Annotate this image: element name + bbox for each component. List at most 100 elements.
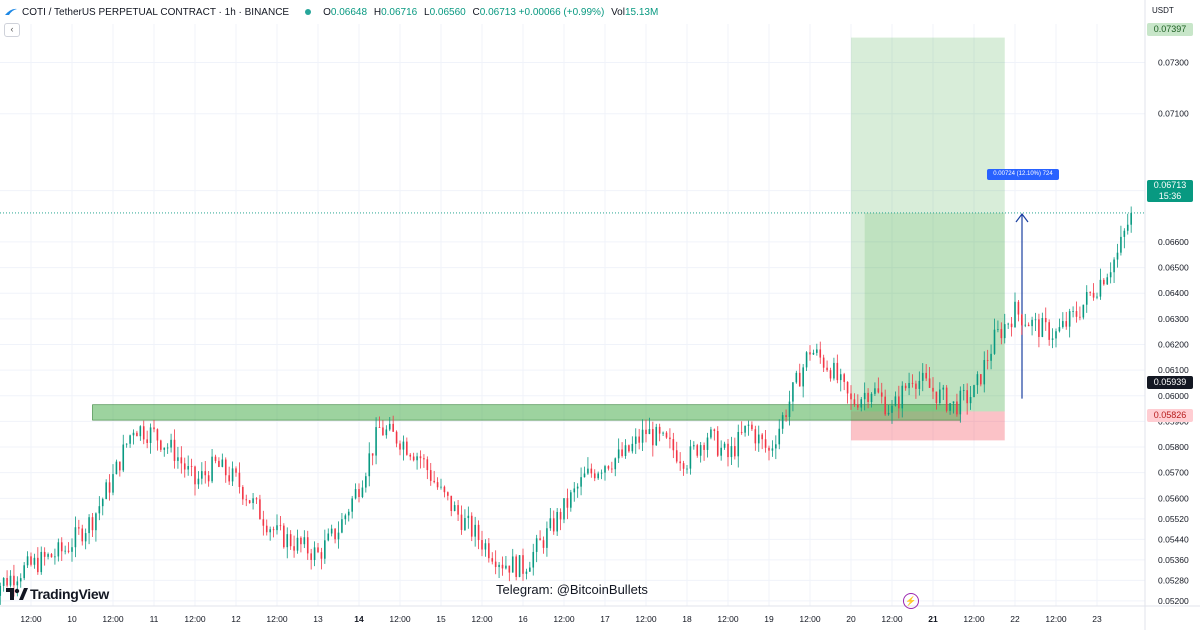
candle-body [652, 429, 654, 446]
candle-body [617, 449, 620, 459]
candle-body [781, 415, 784, 429]
candle-body [689, 446, 692, 469]
candle-body [361, 487, 364, 498]
candle-body [1075, 311, 1078, 317]
candle-body [775, 444, 777, 449]
candle-body [276, 525, 278, 531]
candle-body [385, 429, 388, 436]
candle-body [959, 390, 962, 415]
candle-body [347, 511, 350, 516]
candle-body [1130, 212, 1132, 225]
candle-body [768, 447, 770, 451]
candle-body [467, 515, 470, 519]
lightning-icon[interactable]: ⚡ [903, 593, 919, 609]
candle-body [716, 431, 719, 456]
tradingview-logo[interactable]: TradingView [6, 586, 109, 602]
candle-body [723, 443, 726, 448]
candle-body [552, 518, 555, 532]
measure-label: 0.00724 (12.10%) 724 [987, 169, 1059, 180]
candle-body [1000, 329, 1003, 339]
candle-body [898, 396, 900, 409]
candle-body [952, 401, 955, 404]
candle-body [447, 492, 449, 496]
candle-body [214, 456, 217, 461]
candle-body [23, 565, 25, 579]
candle-body [153, 427, 155, 430]
candle-body [221, 459, 224, 467]
candle-body [231, 468, 234, 482]
candle-body [539, 538, 541, 541]
candle-body [283, 525, 285, 548]
candle-body [6, 578, 8, 586]
currency-label[interactable]: USDT [1152, 6, 1174, 15]
candle-body [672, 439, 675, 451]
candle-body [593, 473, 596, 479]
candle-body [207, 475, 210, 482]
candle-body [757, 434, 760, 444]
low-label: L [424, 6, 430, 18]
candle-body [604, 466, 606, 473]
candle-body [330, 528, 333, 534]
candle-body [101, 499, 104, 507]
candle-body [1051, 338, 1054, 340]
candle-body [511, 556, 514, 573]
candle-body [641, 429, 644, 443]
candle-body [607, 466, 610, 469]
candle-body [1038, 319, 1040, 337]
candle-body [255, 498, 258, 500]
candle-body [563, 498, 565, 520]
candle-body [344, 515, 347, 520]
candle-body [887, 412, 890, 415]
candle-body [228, 475, 230, 482]
candle-body [402, 441, 405, 450]
time-tick-label: 21 [928, 614, 938, 624]
candle-body [713, 429, 716, 432]
candle-body [211, 456, 213, 482]
candle-body [74, 527, 77, 548]
candle-body [696, 445, 699, 456]
candle-body [874, 388, 876, 394]
candle-body [901, 385, 904, 409]
candle-body [426, 459, 429, 471]
candle-body [320, 552, 323, 559]
candle-body [1085, 292, 1088, 305]
candle-body [88, 517, 90, 534]
candle-body [115, 461, 118, 475]
candle-body [904, 385, 907, 389]
candle-body [634, 436, 637, 444]
candle-body [423, 458, 425, 460]
candle-body [662, 432, 664, 434]
candle-body [1068, 311, 1071, 327]
candle-body [983, 360, 986, 385]
candle-body [621, 449, 623, 456]
open-label: O [323, 6, 331, 18]
candle-body [1106, 277, 1109, 285]
time-tick-label: 11 [150, 614, 159, 624]
symbol-title[interactable]: COTI / TetherUS PERPETUAL CONTRACT · 1h … [22, 6, 290, 18]
candle-body [269, 529, 271, 533]
candle-body [682, 463, 685, 469]
time-tick-label: 12:00 [389, 614, 411, 624]
candle-body [67, 550, 70, 552]
candle-body [857, 404, 859, 408]
take-profit-zone [851, 37, 1005, 412]
candle-body [1055, 331, 1057, 339]
time-tick-label: 12:00 [635, 614, 657, 624]
candle-body [84, 533, 87, 542]
chart-annotations [0, 37, 1145, 441]
candle-body [819, 349, 822, 358]
collapse-legend-button[interactable]: ‹ [4, 23, 20, 37]
candle-body [334, 528, 336, 540]
candle-body [658, 426, 661, 434]
candle-body [122, 444, 125, 471]
candle-body [310, 553, 312, 560]
candle-body [388, 423, 391, 430]
candle-body [166, 447, 169, 449]
candle-body [522, 555, 524, 574]
time-tick-label: 23 [1092, 614, 1102, 624]
candle-body [119, 461, 121, 471]
time-tick-label: 12:00 [799, 614, 821, 624]
candle-body [2, 578, 5, 586]
candle-body [956, 401, 958, 415]
